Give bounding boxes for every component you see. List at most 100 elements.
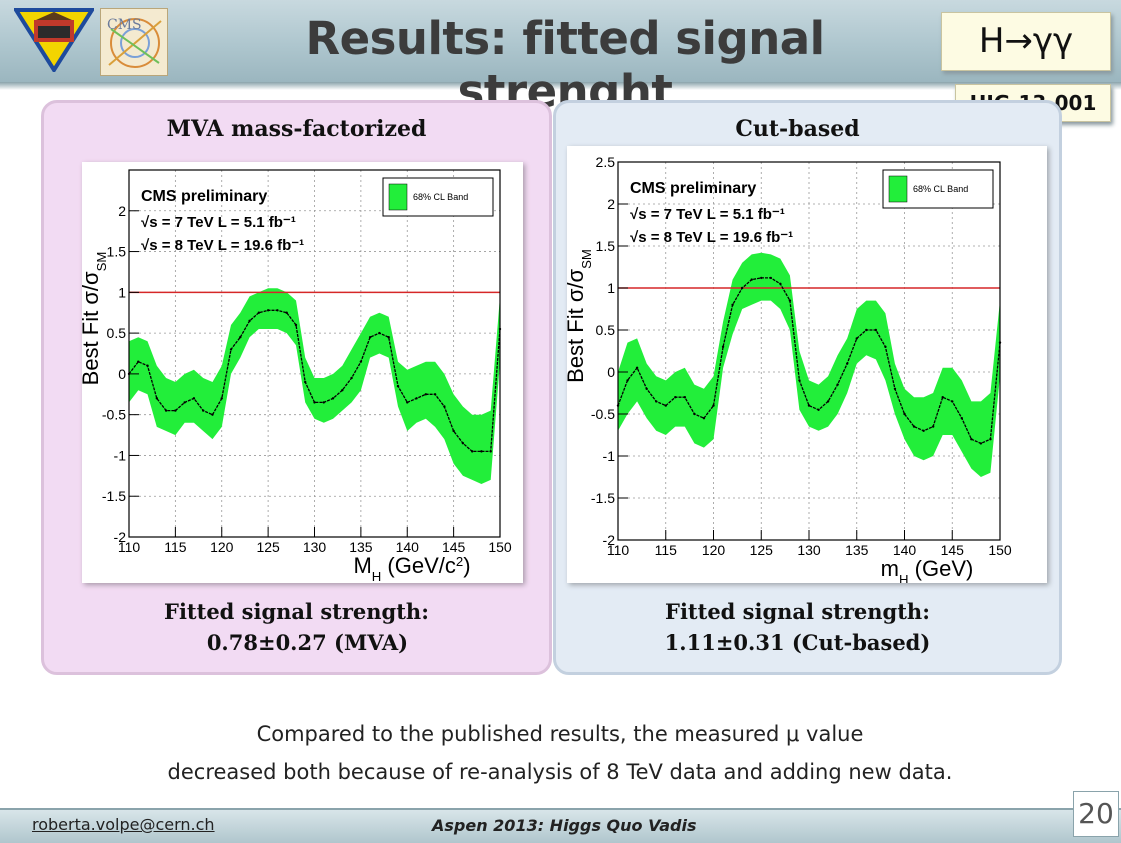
best-fit-point [415, 397, 418, 400]
best-fit-point [788, 299, 792, 302]
best-fit-point [276, 309, 279, 312]
best-fit-point [922, 429, 925, 432]
y-tick-label: -2 [603, 532, 616, 548]
best-fit-point [331, 397, 335, 400]
best-fit-point [424, 393, 427, 396]
energy-lumi-7tev: √s = 7 TeV L = 5.1 fb⁻¹ [141, 214, 296, 231]
y-tick-label: -1.5 [102, 488, 126, 504]
y-axis-label: Best Fit σ/σSM [567, 249, 594, 383]
best-fit-point [702, 417, 706, 420]
best-fit-point [174, 409, 177, 412]
best-fit-point [817, 408, 820, 411]
best-fit-point [359, 360, 363, 363]
y-tick-label: -1 [603, 448, 616, 464]
cutbased-panel-title: Cut-based [735, 116, 860, 142]
x-tick-label: 110 [118, 539, 141, 555]
cl-band-area [129, 288, 500, 484]
best-fit-point [931, 425, 935, 428]
x-axis-label: mH (GeV) [881, 556, 974, 583]
best-fit-point [865, 328, 868, 332]
best-fit-point [731, 303, 734, 306]
best-fit-point [387, 335, 390, 339]
best-fit-point [285, 311, 288, 314]
best-fit-point [202, 409, 205, 412]
best-fit-curve [617, 277, 1001, 445]
best-fit-point [211, 413, 214, 416]
best-fit-point [721, 345, 725, 348]
best-fit-point [951, 400, 954, 403]
best-fit-point [406, 401, 409, 404]
best-fit-point [807, 404, 811, 407]
best-fit-point [664, 404, 667, 407]
best-fit-point [378, 331, 381, 335]
best-fit-curve [128, 309, 501, 453]
note-line-1: Compared to the published results, the m… [256, 722, 864, 746]
best-fit-point [452, 429, 455, 433]
author-email-link[interactable]: roberta.volpe@cern.ch [32, 815, 215, 834]
best-fit-point [903, 412, 906, 416]
energy-lumi-8tev: √s = 8 TeV L = 19.6 fb⁻¹ [630, 229, 793, 246]
x-tick-label: 125 [256, 539, 280, 555]
best-fit-point [912, 425, 916, 428]
best-fit-point [350, 376, 353, 380]
best-fit-point [740, 286, 744, 290]
cutbased-result-caption: Fitted signal strength: 1.11±0.31 (Cut-b… [664, 599, 931, 655]
best-fit-point [893, 387, 897, 390]
x-tick-label: 145 [941, 542, 965, 558]
best-fit-point [192, 397, 196, 400]
y-axis-label: Best Fit σ/σSM [82, 252, 109, 386]
best-fit-point [846, 362, 849, 365]
best-fit-point [396, 384, 400, 388]
legend-label: 68% CL Band [413, 192, 468, 202]
best-fit-point [960, 417, 963, 420]
y-tick-label: 0.5 [107, 325, 127, 341]
conference-name: Aspen 2013: Higgs Quo Vadis [432, 816, 697, 835]
x-tick-label: 115 [164, 539, 187, 555]
best-fit-point [480, 450, 483, 453]
x-tick-label: 130 [303, 539, 327, 555]
y-tick-label: 2 [118, 203, 126, 219]
best-fit-point [322, 401, 325, 404]
header-shadow [0, 82, 1121, 90]
best-fit-point [798, 379, 801, 382]
best-fit-point [635, 366, 639, 369]
best-fit-point [155, 397, 159, 400]
x-tick-label: 150 [488, 539, 512, 555]
best-fit-point [470, 450, 474, 453]
best-fit-point [146, 364, 149, 367]
cms-logo-icon: CMS [100, 8, 168, 76]
best-fit-point [626, 379, 629, 382]
best-fit-point [239, 335, 242, 339]
x-tick-label: 130 [797, 542, 821, 558]
x-tick-label: 140 [396, 539, 420, 555]
x-tick-label: 120 [702, 542, 726, 558]
page-number: 20 [1073, 791, 1119, 837]
x-tick-label: 145 [442, 539, 466, 555]
best-fit-point [257, 311, 261, 314]
best-fit-point [368, 335, 372, 339]
x-tick-label: 150 [988, 542, 1012, 558]
y-tick-label: 1 [607, 280, 615, 296]
mva-panel-title: MVA mass-factorized [166, 116, 427, 142]
best-fit-point [304, 380, 307, 384]
best-fit-point [294, 323, 298, 327]
best-fit-point [266, 309, 270, 312]
x-tick-label: 140 [893, 542, 917, 558]
university-logo-icon [14, 8, 94, 72]
y-tick-label: 1 [118, 284, 126, 300]
x-tick-label: 110 [607, 542, 630, 558]
y-tick-label: -0.5 [591, 406, 615, 422]
process-label: H→γγ [941, 12, 1111, 71]
best-fit-point [750, 278, 753, 281]
best-fit-point [248, 319, 251, 323]
best-fit-point [220, 397, 223, 400]
footer-bar [0, 810, 1121, 843]
cl-band-area [618, 252, 1000, 477]
y-tick-label: 1.5 [596, 238, 616, 254]
energy-lumi-8tev: √s = 8 TeV L = 19.6 fb⁻¹ [141, 237, 304, 254]
best-fit-point [989, 438, 992, 441]
x-tick-label: 135 [349, 539, 373, 555]
cms-preliminary-label: CMS preliminary [141, 188, 267, 205]
header-bar [0, 0, 1121, 82]
legend-band-swatch [888, 175, 908, 203]
